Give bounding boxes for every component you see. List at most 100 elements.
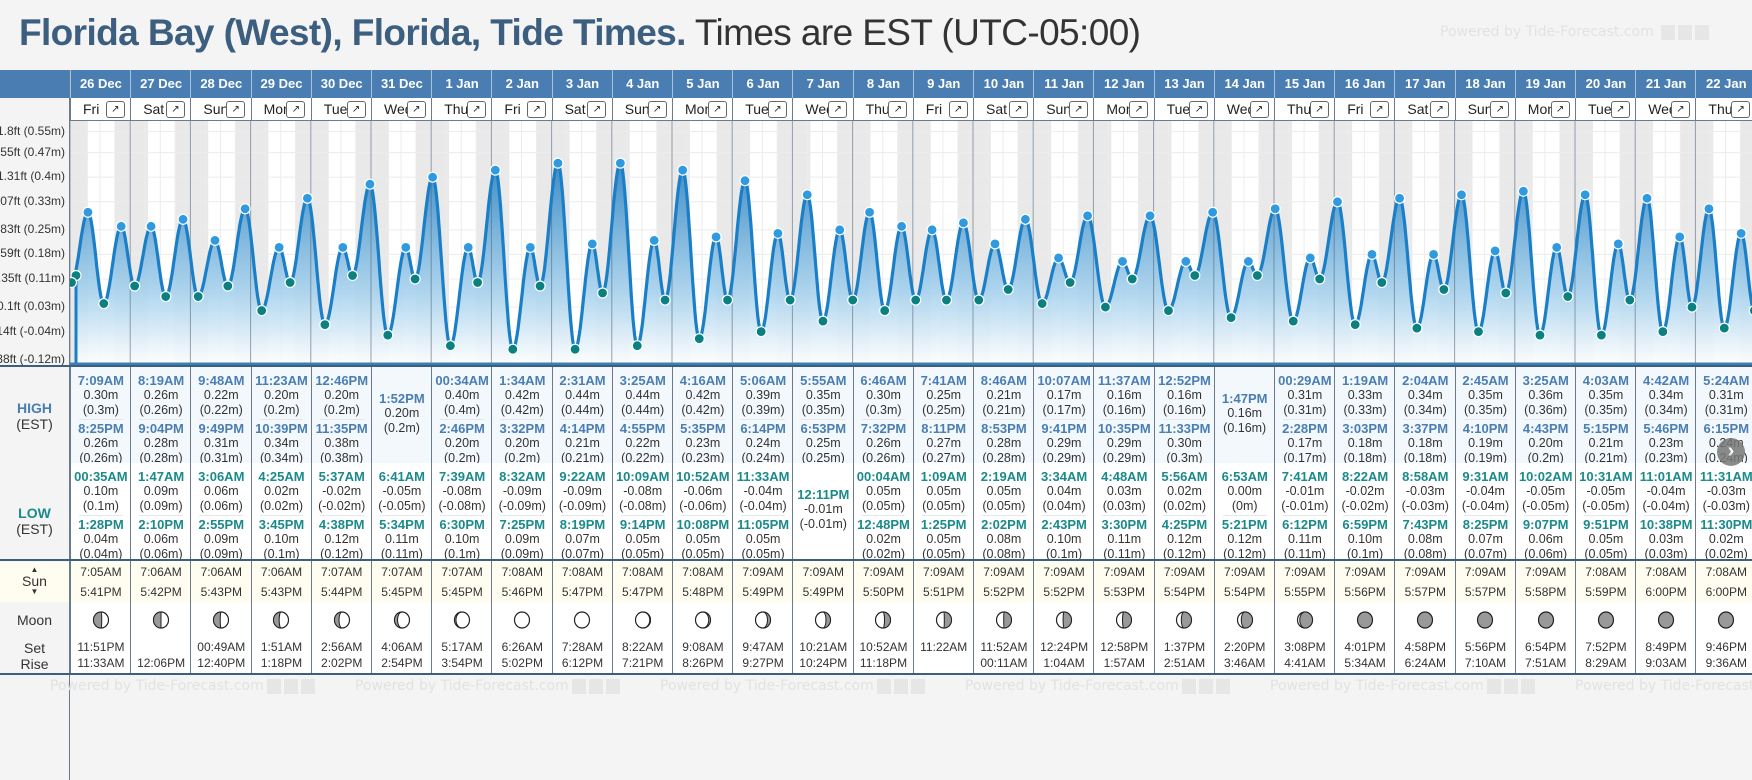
- sunrise-time: 7:09AM: [1284, 565, 1326, 579]
- expand-icon[interactable]: ↗: [767, 101, 787, 118]
- tide-time: 5:21PM: [1221, 517, 1268, 532]
- moon-cell: 12:06PM: [130, 603, 191, 673]
- tide-time: 2:04AM: [1402, 373, 1449, 388]
- low-tide-point: [319, 319, 331, 331]
- tide-height-alt: (0.35m): [1584, 403, 1628, 417]
- expand-icon[interactable]: ↗: [1731, 101, 1751, 118]
- tide-entry: 11:01AM -0.04m (-0.04m): [1636, 469, 1696, 514]
- low-tide-point: [129, 280, 141, 292]
- sunset-time: 5:50PM: [862, 585, 905, 599]
- sunset-time: 5:48PM: [682, 585, 724, 599]
- expand-icon[interactable]: ↗: [1430, 101, 1450, 118]
- sunrise-time: 7:08AM: [501, 565, 543, 579]
- day-name: Sat: [986, 101, 1008, 117]
- tide-height: 0.09m: [203, 532, 239, 546]
- tide-height-alt: (0.11m): [1283, 547, 1326, 559]
- expand-icon[interactable]: ↗: [1369, 101, 1389, 118]
- expand-icon[interactable]: ↗: [1490, 101, 1510, 118]
- tide-time: 00:04AM: [856, 469, 911, 484]
- low-tide-point: [1534, 329, 1546, 341]
- tide-entry: 2:46PM 0.20m (0.2m): [432, 421, 492, 463]
- expand-icon[interactable]: ↗: [165, 101, 185, 118]
- tide-height-alt: (-0.05m): [1582, 499, 1630, 513]
- tide-entry: 6:12PM 0.11m (0.11m): [1275, 517, 1335, 559]
- tide-chart: [70, 121, 1752, 365]
- entry-separator: [1102, 515, 1147, 516]
- tide-height: 0.31m: [203, 436, 239, 450]
- y-axis-tick-label: -0.38ft (-0.12m): [0, 351, 65, 366]
- tide-time: 9:48AM: [198, 373, 245, 388]
- tide-height: 0.28m: [143, 436, 179, 450]
- tide-entry: 11:05PM 0.05m (0.05m): [733, 517, 793, 559]
- expand-icon[interactable]: ↗: [105, 101, 125, 118]
- date-header: 2 Jan: [491, 70, 553, 98]
- moonrise-label: Rise: [20, 656, 49, 672]
- expand-icon[interactable]: ↗: [828, 101, 848, 118]
- expand-icon[interactable]: ↗: [286, 101, 306, 118]
- powered-by-text: Powered by Tide-Forecast.com: [660, 678, 874, 694]
- sunset-time: 5:42PM: [140, 585, 182, 599]
- day-header: Wed ↗: [371, 98, 432, 121]
- expand-icon[interactable]: ↗: [1068, 101, 1088, 118]
- tide-height-alt: (0.12m): [1162, 547, 1207, 559]
- entry-separator: [1162, 419, 1207, 420]
- moon-phase-icon: [1597, 611, 1614, 629]
- expand-icon[interactable]: ↗: [1670, 101, 1690, 118]
- tide-height-alt: (0.19m): [1463, 451, 1508, 463]
- tide-height-alt: (0.21m): [1584, 451, 1628, 463]
- expand-icon[interactable]: ↗: [346, 101, 366, 118]
- tide-logo-icon: [876, 678, 891, 694]
- tide-entry: 6:53AM 0.00m (0m): [1215, 469, 1275, 514]
- tide-height-alt: (0.16m): [1223, 421, 1267, 435]
- sunset-time: 5:49PM: [802, 585, 844, 599]
- expand-icon[interactable]: ↗: [1610, 101, 1630, 118]
- low-tide-point: [631, 340, 643, 352]
- expand-icon[interactable]: ↗: [1309, 101, 1329, 118]
- tide-height: 0.20m: [444, 436, 480, 450]
- high-tide-cell: 10:07AM 0.17m (0.17m) 9:41PM 0.29m (0.29m): [1033, 367, 1094, 463]
- expand-icon[interactable]: ↗: [1189, 101, 1209, 118]
- moonset-time: 6:26AM: [501, 640, 543, 654]
- high-tide-point: [462, 241, 474, 253]
- expand-icon[interactable]: ↗: [527, 101, 547, 118]
- tide-height-alt: (0.04m): [1042, 499, 1086, 513]
- expand-icon[interactable]: ↗: [406, 101, 426, 118]
- sunrise-time: 7:08AM: [682, 565, 724, 579]
- moon-phase-icon: [1356, 611, 1374, 629]
- sun-cell: 7:09AM 5:50PM: [852, 561, 914, 603]
- date-header: 13 Jan: [1153, 70, 1215, 98]
- sunset-time: 5:57PM: [1464, 585, 1507, 599]
- tide-entry: 2:43PM 0.10m (0.1m): [1034, 517, 1094, 559]
- expand-icon[interactable]: ↗: [1249, 101, 1269, 118]
- tide-time: 2:19AM: [980, 469, 1028, 484]
- expand-icon[interactable]: ↗: [226, 101, 246, 118]
- next-arrow-button[interactable]: ›: [1717, 438, 1745, 466]
- tide-entry: 8:25PM 0.26m (0.26m): [71, 421, 131, 463]
- low-tide-cell: 12:11PM -0.01m (-0.01m): [792, 463, 854, 559]
- sunset-time: 5:46PM: [501, 585, 543, 599]
- tide-time: 9:04PM: [138, 421, 184, 436]
- expand-icon[interactable]: ↗: [587, 101, 607, 118]
- tide-time: 6:59PM: [1342, 517, 1388, 532]
- tide-entry: 8:11PM 0.27m (0.27m): [914, 421, 974, 463]
- entry-separator: [560, 419, 605, 420]
- expand-icon[interactable]: ↗: [1550, 101, 1570, 118]
- sunrise-time: 7:08AM: [1645, 565, 1687, 579]
- date-header: 11 Jan: [1033, 70, 1094, 98]
- expand-icon[interactable]: ↗: [1129, 101, 1149, 118]
- entry-separator: [1584, 515, 1628, 516]
- expand-icon[interactable]: ↗: [466, 101, 486, 118]
- tide-entry: 11:33AM -0.04m (-0.04m): [733, 469, 793, 514]
- expand-icon[interactable]: ↗: [888, 101, 908, 118]
- sunrise-time: 7:05AM: [80, 565, 122, 579]
- tide-height: 0.20m: [1528, 436, 1564, 450]
- tide-time: 6:12PM: [1282, 517, 1328, 532]
- tide-entry: 9:51PM 0.05m (0.05m): [1576, 517, 1636, 559]
- expand-icon[interactable]: ↗: [647, 101, 667, 118]
- expand-icon[interactable]: ↗: [1008, 101, 1028, 118]
- high-tide-point: [739, 175, 751, 187]
- expand-icon[interactable]: ↗: [948, 101, 968, 118]
- tide-time: 3:34AM: [1040, 469, 1088, 484]
- expand-icon[interactable]: ↗: [707, 101, 727, 118]
- tide-height-alt: (0.03m): [1102, 499, 1146, 513]
